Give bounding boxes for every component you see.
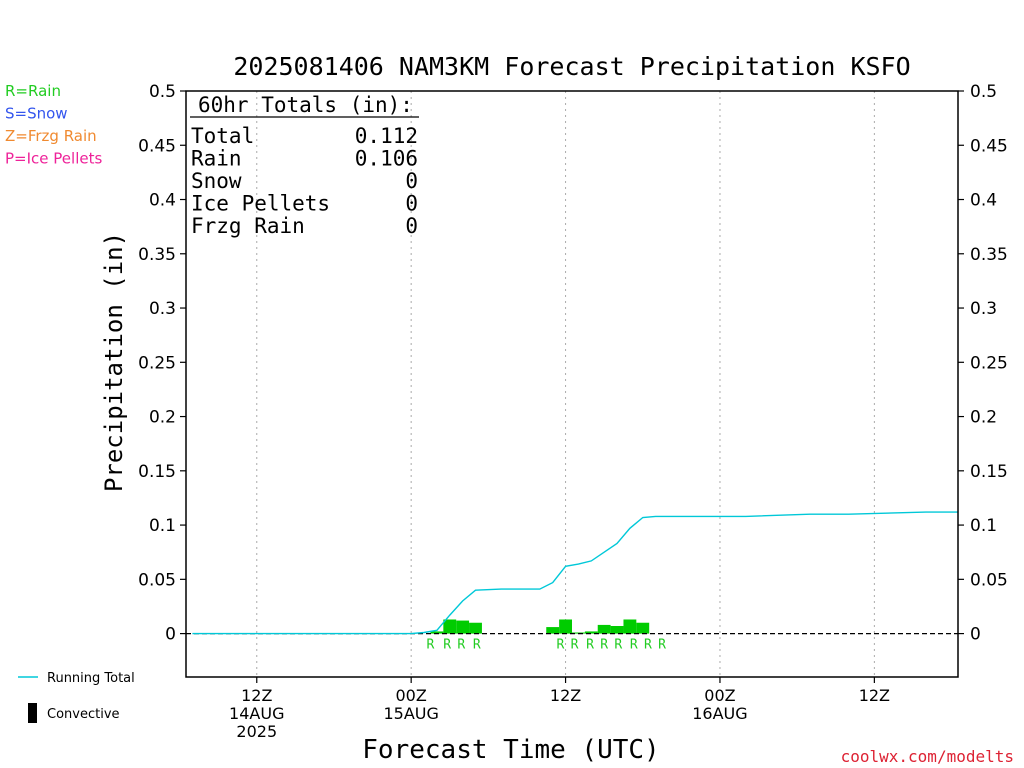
totals-label-3: Ice Pellets [191,192,330,216]
xtick-label-3-1: 16AUG [692,704,747,723]
series-legend: Running Total Convective [18,671,135,723]
totals-value-3: 0 [405,192,418,216]
ytick-label-right-2: 0.1 [970,516,997,536]
ytick-label-right-0: 0 [970,625,981,645]
chart-title: 2025081406 NAM3KM Forecast Precipitation… [233,52,910,81]
precip-mark-1: R [443,638,451,653]
legend-type-2: Z=Frzg Rain [5,127,97,145]
precip-mark-3: R [473,638,481,653]
ytick-label-left-7: 0.35 [138,245,176,265]
totals-value-1: 0.106 [355,147,418,171]
precip-bar-1 [443,619,457,634]
y-axis-left: 0 0.05 0.1 0.15 0.2 0.25 0.3 0.35 0.4 0.45 0.5 [138,82,186,645]
ytick-label-left-5: 0.25 [138,353,176,373]
ytick-label-left-1: 0.05 [138,570,176,590]
precip-mark-2: R [457,638,465,653]
totals-value-4: 0 [405,214,418,238]
legend-convective-label: Convective [47,707,120,722]
running-total [192,511,958,635]
ytick-label-right-5: 0.25 [970,353,1008,373]
ytick-label-right-1: 0.05 [970,570,1008,590]
xtick-label-2-0: 12Z [550,686,581,705]
ytick-label-left-2: 0.1 [149,516,176,536]
ytick-label-right-9: 0.45 [970,136,1008,156]
ytick-label-left-9: 0.45 [138,136,176,156]
precip-bar-9 [610,625,624,634]
ytick-label-left-10: 0.5 [149,82,176,102]
totals-value-0: 0.112 [355,124,418,148]
precip-bar-2 [456,620,470,634]
ytick-label-right-8: 0.4 [970,191,997,211]
totals-label-4: Frzg Rain [191,214,305,238]
y-axis-right: 0 0.05 0.1 0.15 0.2 0.25 0.3 0.35 0.4 0.45 0.5 [958,82,1008,645]
ytick-label-left-3: 0.15 [138,462,176,482]
precip-type-legend: R=Rain S=Snow Z=Frzg Rain P=Ice Pellets [5,82,102,168]
xtick-label-3-0: 00Z [704,686,735,705]
legend-type-3: P=Ice Pellets [5,150,102,168]
ytick-label-left-6: 0.3 [149,299,176,319]
xtick-label-0-2: 2025 [236,722,277,741]
precip-bar-8 [597,624,611,634]
precip-mark-7: R [600,638,608,653]
ytick-label-left-0: 0 [165,625,176,645]
y-axis-title: Precipitation (in) [100,232,128,492]
totals-header: 60hr Totals (in): [198,93,413,117]
xtick-label-0-0: 12Z [241,686,272,705]
precip-mark-6: R [586,638,594,653]
running-total-line [192,511,958,635]
precip-mark-0: R [427,638,435,653]
ytick-label-right-6: 0.3 [970,299,997,319]
hourly-precip-bars [430,619,650,634]
ytick-label-left-4: 0.2 [149,408,176,428]
credit-text: coolwx.com/modelts [841,747,1014,766]
legend-running-total-label: Running Total [47,671,135,686]
totals-label-2: Snow [191,169,242,193]
xtick-label-1-1: 15AUG [383,704,438,723]
ytick-label-left-8: 0.4 [149,191,176,211]
totals-value-2: 0 [405,169,418,193]
ytick-label-right-10: 0.5 [970,82,997,102]
xtick-label-1-0: 00Z [396,686,427,705]
totals-label-0: Total [191,124,254,148]
precip-bar-0 [430,631,444,634]
precip-mark-8: R [614,638,622,653]
xtick-label-0-1: 14AUG [229,704,284,723]
precip-bar-3 [469,622,482,634]
ytick-label-right-3: 0.15 [970,462,1008,482]
precip-mark-4: R [557,638,565,653]
precip-bar-4 [546,627,560,634]
ytick-label-right-7: 0.35 [970,245,1008,265]
precip-mark-10: R [644,638,652,653]
precip-mark-5: R [571,638,579,653]
legend-type-0: R=Rain [5,82,61,100]
legend-convective-swatch [28,703,37,723]
gridlines [256,91,875,677]
precip-bar-10 [623,619,637,634]
xtick-label-4-0: 12Z [859,686,890,705]
ytick-label-right-4: 0.2 [970,408,997,428]
precip-bar-5 [559,619,572,634]
plot-frame [185,90,959,678]
precip-bar-7 [584,631,598,634]
precip-mark-9: R [630,638,638,653]
totals-box: 60hr Totals (in): Total 0.112 Rain 0.106 Snow… [190,93,419,238]
x-axis-title: Forecast Time (UTC) [362,735,659,765]
legend-type-1: S=Snow [5,105,68,123]
precip-bar-11 [636,622,650,634]
totals-label-1: Rain [191,147,242,171]
precip-mark-11: R [658,638,666,653]
